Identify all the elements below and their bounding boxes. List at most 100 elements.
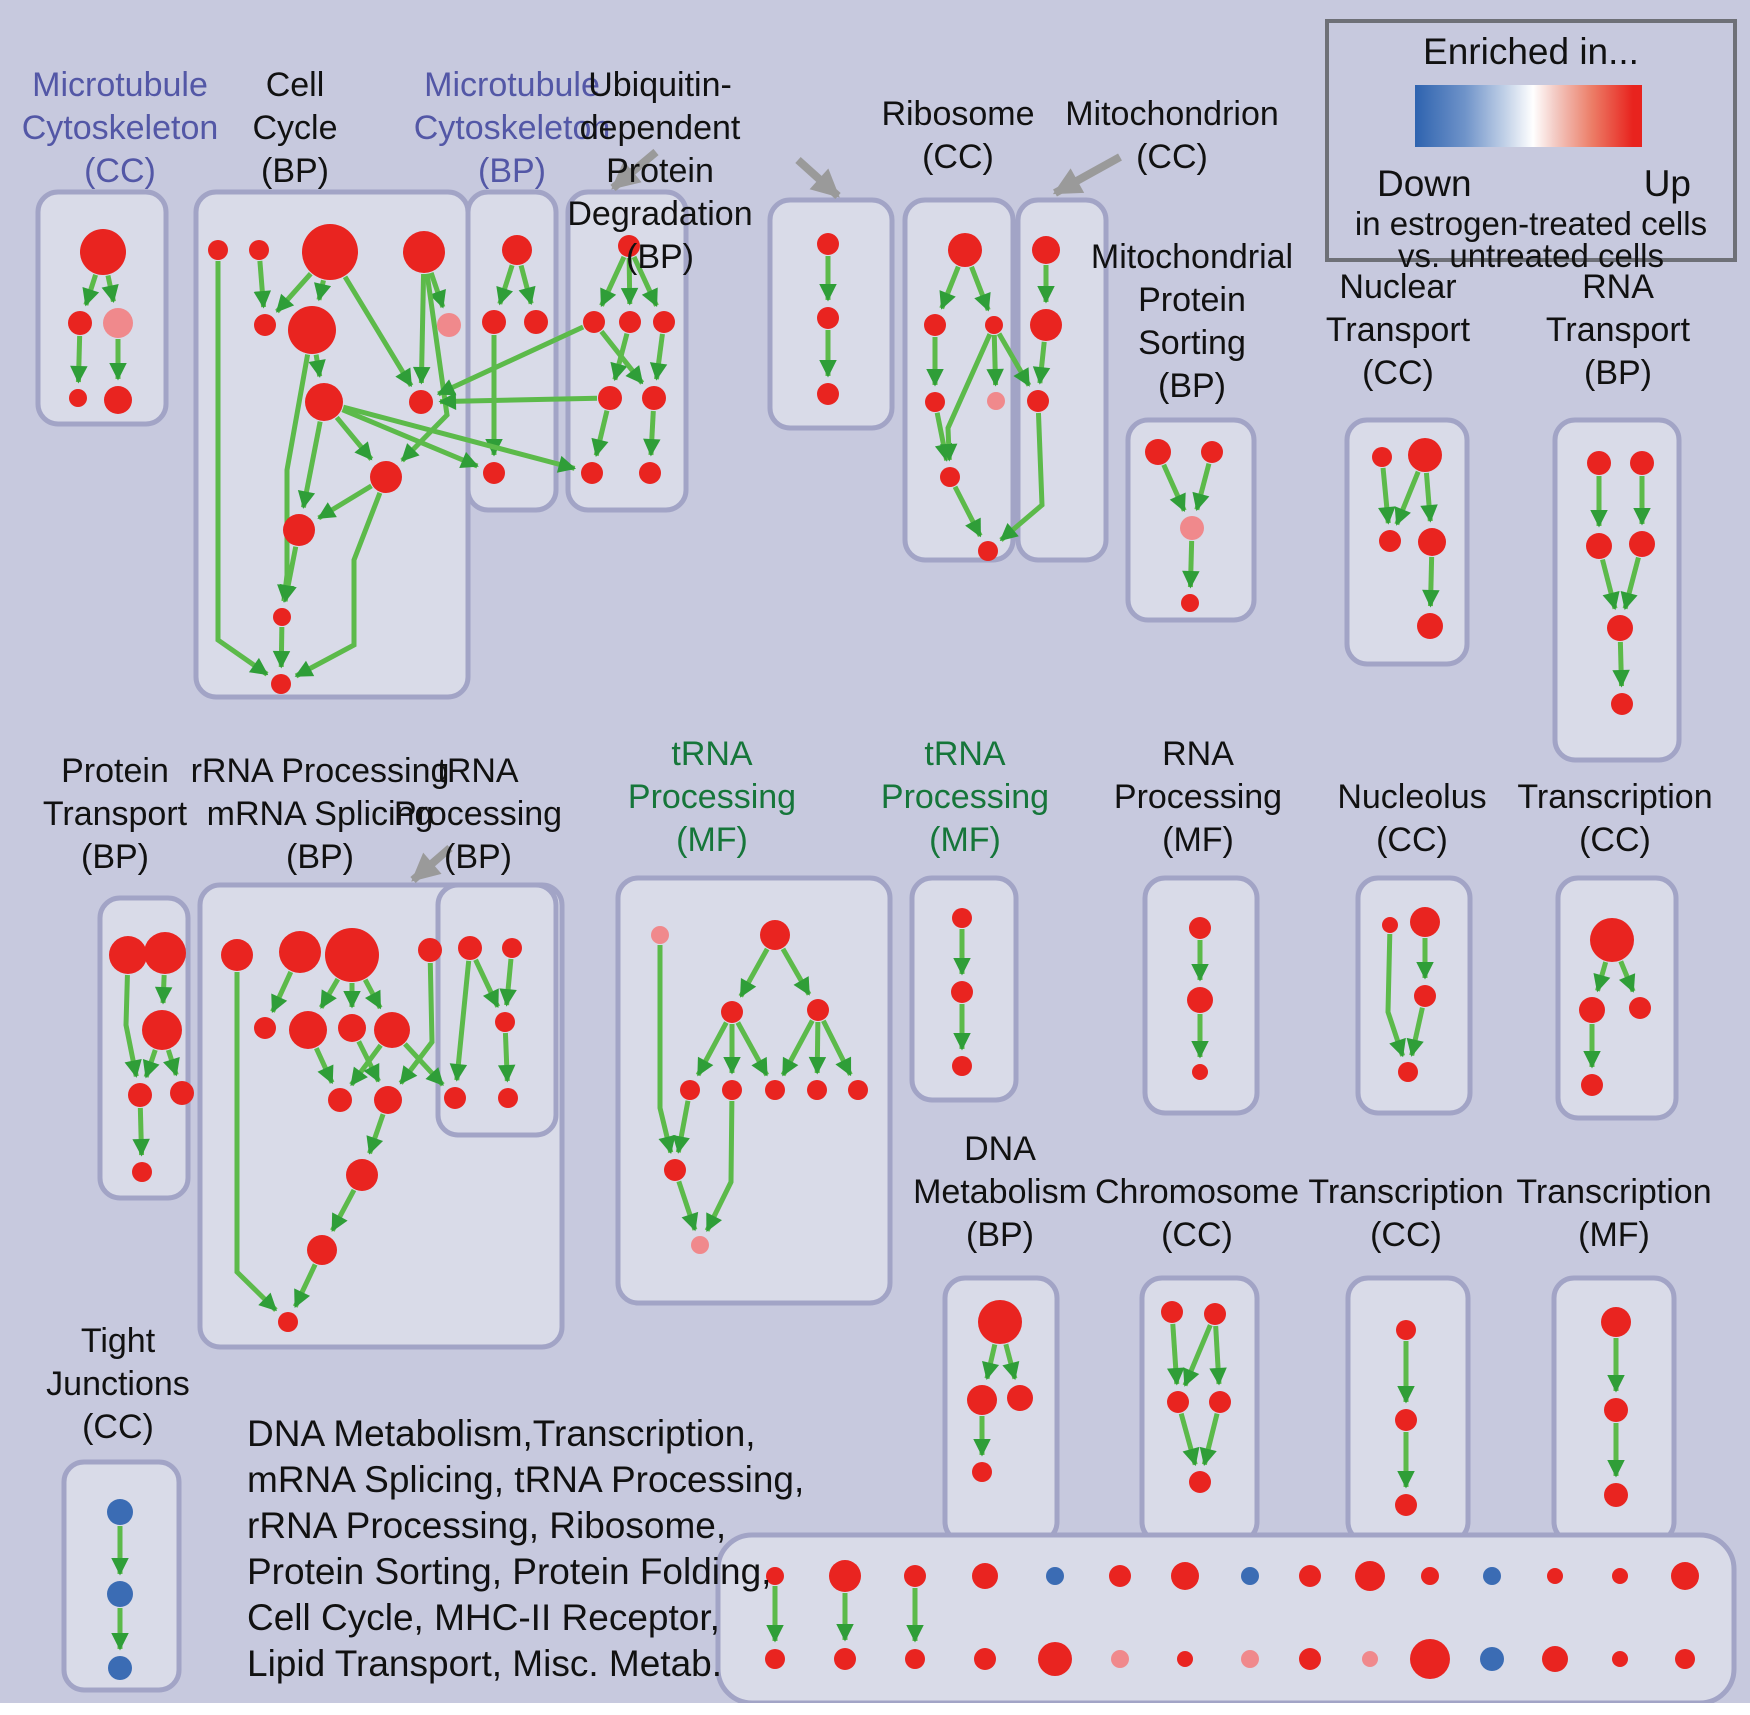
- cluster-label-ribosome_cc-line2: (CC): [922, 138, 994, 176]
- edge-g11-g12: [330, 1188, 357, 1232]
- go-term-node-q1: [651, 926, 669, 944]
- edge-e4-e5: [1199, 1413, 1220, 1466]
- cluster-label-dna_metabolism-line3: (BP): [966, 1216, 1034, 1254]
- go-term-node-a4: [69, 389, 87, 407]
- edge-u1-u2a: [599, 255, 627, 308]
- edge-q2-q4: [780, 947, 812, 996]
- edge-m3-r7: [999, 412, 1045, 542]
- cluster-box-nucleolus_cc: [1355, 875, 1473, 1116]
- misc-categories-text: DNA Metabolism,Transcription, mRNA Splic…: [247, 1411, 804, 1687]
- matrix-node-bottom-14: [1612, 1651, 1628, 1667]
- go-term-node-w3: [952, 1056, 972, 1076]
- edge-z1-z2: [1593, 961, 1611, 993]
- cluster-label-ubiquitin_degradation-line4: Degradation: [567, 195, 752, 233]
- edge-p4-p6: [132, 1107, 150, 1157]
- go-term-node-u1: [618, 235, 640, 257]
- matrix-node-bottom-5: [1038, 1642, 1072, 1676]
- cluster-label-transcription_cc_lower-line1: Transcription: [1308, 1173, 1503, 1211]
- go-term-node-r5: [987, 392, 1005, 410]
- go-term-node-s1: [1145, 439, 1171, 465]
- edge-g1-g13: [234, 972, 278, 1312]
- go-term-node-p6: [132, 1162, 152, 1182]
- edge-b8-b10: [334, 415, 374, 461]
- go-term-node-j2: [107, 1581, 133, 1607]
- edge-d1-d3: [1002, 1343, 1020, 1381]
- go-term-node-s4: [1181, 594, 1199, 612]
- go-term-node-q10: [664, 1159, 686, 1181]
- edge-t5-t6: [1612, 641, 1630, 688]
- matrix-node-top-5: [1046, 1567, 1064, 1585]
- edge-c1-c3: [518, 264, 536, 306]
- go-term-node-b9: [409, 390, 433, 414]
- go-term-node-c2: [482, 310, 506, 334]
- matrix-node-bottom-13: [1542, 1646, 1568, 1672]
- cluster-box-ribosome_cc: [902, 197, 1016, 563]
- matrix-node-top-14: [1612, 1568, 1628, 1584]
- go-term-node-p2: [144, 932, 186, 974]
- legend-title: Enriched in...: [1423, 31, 1639, 72]
- cluster-label-mitochondrion_cc-line1: Mitochondrion: [1065, 95, 1279, 133]
- go-term-node-g9: [328, 1088, 352, 1112]
- go-term-node-g8: [374, 1012, 410, 1048]
- cluster-label-rrna_mrna_processing-line2: mRNA Splicing: [207, 795, 434, 833]
- matrix-node-top-11: [1421, 1567, 1439, 1585]
- cluster-label-dna_metabolism-line2: Metabolism: [913, 1173, 1087, 1211]
- go-term-node-q9: [848, 1080, 868, 1100]
- cluster-label-nuclear_transport-line2: Transport: [1326, 311, 1471, 349]
- matrix-node-bottom-15: [1675, 1649, 1695, 1669]
- edge-u1-u2c: [631, 255, 659, 308]
- go-term-node-b2: [249, 240, 269, 260]
- cluster-label-chromosome_cc-line1: Chromosome: [1095, 1173, 1299, 1211]
- cluster-box-misc-matrix: [715, 1532, 1737, 1706]
- go-term-node-v3: [817, 383, 839, 405]
- cluster-label-mito_protein_sorting-line4: (BP): [1158, 367, 1226, 405]
- go-term-node-q6: [722, 1080, 742, 1100]
- go-term-node-m2: [1030, 309, 1062, 341]
- edge-r3-r6: [939, 333, 993, 462]
- go-term-node-g6: [289, 1011, 327, 1049]
- go-term-node-h1: [458, 936, 482, 960]
- go-term-node-e3: [1167, 1391, 1189, 1413]
- go-term-node-m1: [1032, 236, 1060, 264]
- go-term-node-m3: [1027, 390, 1049, 412]
- go-term-node-e1: [1161, 1301, 1183, 1323]
- edge-t4-t5: [1620, 556, 1641, 611]
- go-term-node-w2: [951, 981, 973, 1003]
- go-term-node-r1: [948, 233, 982, 267]
- go-term-node-j1: [107, 1499, 133, 1525]
- edge-b10-b13: [294, 491, 383, 679]
- go-term-node-f3: [1395, 1494, 1417, 1516]
- cluster-label-ribosome_cc-line1: Ribosome: [881, 95, 1034, 133]
- matrix-node-bottom-9: [1299, 1648, 1321, 1670]
- go-term-node-q2: [760, 920, 790, 950]
- edge-q3-q7: [735, 1021, 769, 1077]
- legend: Enriched in... Down Up in estrogen-treat…: [1325, 19, 1737, 274]
- cluster-box-transcription_cc_upper: [1555, 875, 1679, 1121]
- go-term-node-s3: [1180, 516, 1204, 540]
- cluster-label-microtubule_bp-line2: Cytoskeleton: [414, 109, 611, 147]
- go-term-node-p5: [170, 1081, 194, 1105]
- go-term-node-v2: [817, 307, 839, 329]
- cluster-label-cell_cycle-line3: (BP): [261, 152, 329, 190]
- go-term-node-g5: [254, 1017, 276, 1039]
- edge-p2-p3: [154, 974, 173, 1005]
- go-term-node-d3: [1007, 1385, 1033, 1411]
- go-term-node-f1: [1396, 1320, 1416, 1340]
- go-term-node-q3: [721, 1001, 743, 1023]
- edge-u3a-b9: [438, 392, 598, 411]
- edge-b4-b9: [412, 273, 431, 385]
- cluster-box-rna_transport: [1552, 417, 1682, 763]
- go-term-node-t2: [1630, 451, 1654, 475]
- edge-h1-h3: [473, 958, 500, 1008]
- edge-e1-e3: [1167, 1323, 1185, 1386]
- edge-b10-b11: [317, 483, 373, 521]
- edge-q10-q11: [676, 1180, 699, 1232]
- edge-q1-q10: [657, 945, 676, 1154]
- cluster-label-rrna_mrna_processing-line3: (BP): [286, 838, 354, 876]
- go-term-node-g12: [307, 1235, 337, 1265]
- edge-m2-m3: [1032, 341, 1051, 385]
- go-term-node-a5: [104, 386, 132, 414]
- go-term-node-h4: [444, 1087, 466, 1109]
- misc-text-line: DNA Metabolism,Transcription,: [247, 1413, 756, 1454]
- matrix-node-top-13: [1547, 1568, 1563, 1584]
